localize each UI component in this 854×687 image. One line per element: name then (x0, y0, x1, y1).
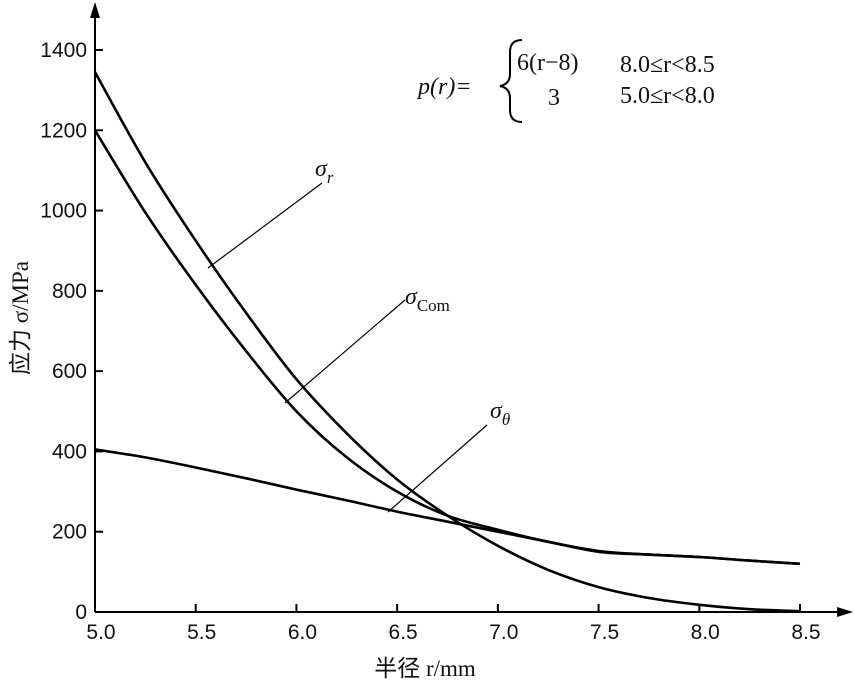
x-tick-label: 6.5 (389, 621, 418, 644)
label-sigma-theta: σθ (490, 398, 510, 429)
pressure-formula: p(r)= 6(r−8) 8.0≤r<8.5 3 5.0≤r<8.0 (416, 39, 715, 123)
x-ticks: 5.0 5.5 6.0 6.5 7.0 7.5 8.0 8.5 (86, 604, 821, 644)
y-ticks: 0 200 400 600 800 1000 1200 1400 (40, 39, 103, 624)
y-tick-label: 1000 (40, 200, 87, 223)
y-tick-label: 600 (52, 360, 87, 383)
y-axis-title: 应力 σ/MPa (8, 261, 33, 375)
label-sigma-r: σr (315, 156, 334, 187)
sigma-r-curve (93, 71, 801, 613)
x-axis-arrow (837, 607, 853, 617)
label-leader-lines (207, 182, 488, 513)
leader-line-sigma-com-curve (284, 299, 406, 404)
y-tick-label: 1400 (40, 39, 87, 62)
x-tick-label: 7.5 (590, 621, 619, 644)
x-tick-label: 5.5 (187, 621, 216, 644)
case2-expr: 3 (548, 85, 560, 111)
x-tick-label: 5.0 (86, 621, 115, 644)
x-tick-label: 7.0 (489, 621, 518, 644)
sigma-com-curve (93, 129, 801, 566)
series-lines (93, 71, 801, 613)
case1-expr: 6(r−8) (517, 50, 579, 76)
sigma-theta-curve (94, 448, 801, 566)
y-tick-label: 400 (52, 440, 87, 463)
x-tick-label: 8.5 (791, 621, 820, 644)
case2-cond: 5.0≤r<8.0 (620, 83, 715, 109)
leader-line-sigma-r-curve (207, 182, 323, 269)
leader-line-sigma-theta-curve (387, 424, 488, 513)
y-tick-label: 800 (52, 280, 87, 303)
x-axis-title: 半径 r/mm (374, 656, 476, 681)
case1-cond: 8.0≤r<8.5 (620, 52, 715, 78)
y-tick-label: 200 (52, 521, 87, 544)
x-tick-label: 8.0 (691, 621, 720, 644)
y-tick-label: 1200 (40, 119, 87, 142)
y-axis-arrow (90, 2, 100, 18)
formula-lhs: p(r)= (416, 74, 472, 100)
label-sigma-com: σCom (405, 284, 450, 315)
y-tick-label: 0 (75, 601, 87, 624)
formula-brace (499, 39, 523, 123)
x-tick-label: 6.0 (288, 621, 317, 644)
